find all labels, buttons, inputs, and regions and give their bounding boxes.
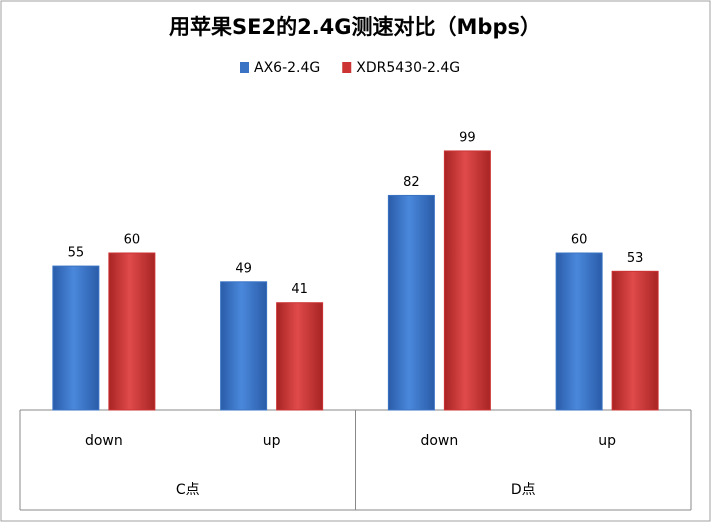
bar bbox=[52, 265, 100, 411]
x-tick-label: up bbox=[263, 433, 281, 449]
group-label: D点 bbox=[511, 482, 536, 498]
bar bbox=[611, 270, 659, 411]
group-label: C点 bbox=[176, 482, 200, 498]
value-label: 60 bbox=[124, 233, 141, 248]
value-label: 99 bbox=[459, 130, 476, 145]
x-tick-label: up bbox=[598, 433, 616, 449]
value-label: 55 bbox=[68, 246, 85, 261]
x-tick-label: down bbox=[85, 433, 123, 449]
legend: AX6-2.4G XDR5430-2.4G bbox=[240, 60, 460, 76]
bar bbox=[276, 302, 324, 411]
value-label: 41 bbox=[291, 282, 308, 297]
value-label: 60 bbox=[571, 233, 588, 248]
legend-label: XDR5430-2.4G bbox=[356, 60, 460, 76]
value-label: 82 bbox=[403, 175, 420, 190]
bar bbox=[555, 252, 603, 411]
bar bbox=[387, 194, 435, 411]
x-tick-label: down bbox=[420, 433, 458, 449]
legend-swatch bbox=[342, 62, 352, 73]
legend-label: AX6-2.4G bbox=[254, 60, 320, 76]
value-label: 53 bbox=[627, 251, 644, 266]
bar bbox=[220, 281, 268, 411]
value-label: 49 bbox=[235, 261, 252, 276]
legend-swatch bbox=[240, 62, 249, 73]
bar bbox=[108, 252, 156, 411]
bar bbox=[443, 150, 491, 411]
chart-title: 用苹果SE2的2.4G测速对比（Mbps） bbox=[169, 15, 541, 39]
